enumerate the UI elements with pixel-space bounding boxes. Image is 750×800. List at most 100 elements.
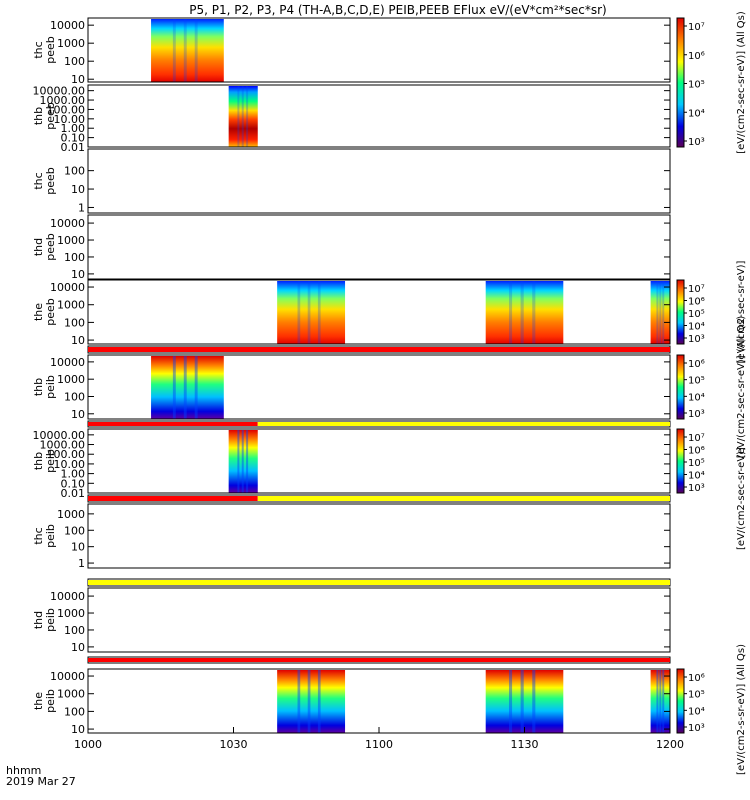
- colorbar-1: [676, 279, 685, 345]
- ytick-label-2-0: 100: [64, 165, 85, 178]
- panel-product-label-1: peeb: [44, 102, 57, 130]
- panel-product-label-8: peib: [44, 608, 57, 632]
- footer-hhmm: hhmm: [6, 764, 41, 777]
- colorbar-tick-label-4-2: 10⁴: [688, 706, 705, 717]
- ytick-label-1-5: 0.10: [61, 132, 86, 145]
- spectrogram-block-9-0: [277, 670, 346, 733]
- panel-frame-3: [87, 214, 671, 280]
- panel-frame-1: [87, 84, 671, 148]
- panel-probe-label-8: thd: [32, 611, 45, 629]
- ytick-label-3-0: 10000: [50, 217, 85, 230]
- panel-probe-label-5: thb: [32, 378, 45, 396]
- mode-bar-segment-1-1: [257, 422, 670, 426]
- panel-probe-label-7: thc: [32, 527, 45, 544]
- ytick-label-9-0: 10000: [50, 670, 85, 683]
- ytick-label-6-3: 10.00: [54, 458, 86, 471]
- mode-bars-group: [87, 345, 671, 664]
- ytick-label-4-1: 1000: [57, 299, 85, 312]
- ytick-label-0-3: 10: [71, 73, 85, 86]
- ytick-label-1-1: 1000.00: [40, 94, 86, 107]
- spectrogram-stripe-5-0-1: [183, 356, 187, 419]
- ytick-label-6-4: 1.00: [61, 468, 86, 481]
- ytick-label-7-0: 1000: [57, 508, 85, 521]
- ytick-label-3-2: 100: [64, 251, 85, 264]
- ytick-label-5-1: 1000: [57, 373, 85, 386]
- spectrogram-block-9-2: [650, 670, 670, 733]
- panel-probe-label-2: thc: [32, 172, 45, 189]
- ytick-label-3-3: 10: [71, 268, 85, 281]
- xtick-label-2: 1100: [365, 738, 393, 751]
- colorbar-label-3: [eV/(cm2-sec-sr-eV)]: [736, 447, 747, 550]
- panel-probe-label-1: thb: [32, 107, 45, 125]
- mode-bar-segment-1-0: [88, 422, 258, 426]
- ytick-label-6-6: 0.01: [61, 487, 86, 500]
- colorbar-tick-label-1-4: 10³: [688, 334, 705, 345]
- colorbar-tick-label-2-3: 10³: [688, 409, 705, 420]
- colorbar-label-4: [eV/(cm2-s-sr-eV)] (All Qs): [736, 644, 747, 775]
- ytick-label-8-0: 10000: [50, 590, 85, 603]
- ytick-label-0-1: 1000: [57, 37, 85, 50]
- spectrogram-block-4-1: [485, 281, 564, 344]
- ytick-label-0-2: 100: [64, 55, 85, 68]
- ytick-label-1-0: 10000.00: [33, 85, 86, 98]
- mode-bar-segment-4-0: [88, 658, 670, 662]
- ytick-label-5-3: 10: [71, 408, 85, 421]
- spectrogram-stripe-9-1-1: [520, 670, 524, 733]
- panel-frame-0: [87, 17, 671, 83]
- colorbar-label-1: [eV/(cm2-sec-sr-eV)]: [736, 260, 747, 363]
- ytick-label-8-3: 10: [71, 641, 85, 654]
- spectrogram-stripe-4-0-2: [317, 281, 321, 344]
- colorbar-tick-label-0-0: 10⁷: [688, 22, 705, 33]
- panel-product-label-5: peib: [44, 375, 57, 399]
- spectrogram-stripe-4-2-1: [659, 281, 662, 344]
- colorbar-tick-label-3-4: 10³: [688, 483, 705, 494]
- panel-product-label-6: peib: [44, 449, 57, 473]
- ytick-label-7-2: 10: [71, 541, 85, 554]
- ytick-label-4-2: 100: [64, 316, 85, 329]
- colorbar-tick-label-4-3: 10³: [688, 723, 705, 734]
- panel-probe-label-0: thc: [32, 41, 45, 58]
- spectrogram-stripe-6-0-2: [246, 430, 249, 493]
- spectrogram-block-0-0: [151, 19, 224, 82]
- colorbar-tick-label-1-3: 10⁴: [688, 322, 705, 333]
- ytick-label-9-3: 10: [71, 723, 85, 736]
- ytick-label-1-4: 1.00: [61, 122, 86, 135]
- xtick-label-1: 1030: [220, 738, 248, 751]
- spectrogram-stripe-4-1-2: [532, 281, 536, 344]
- ytick-label-6-5: 0.10: [61, 477, 86, 490]
- colorbars-group: 10⁷10⁶10⁵10⁴10³10⁷10⁶10⁵10⁴10³10⁶10⁵10⁴1…: [676, 11, 747, 775]
- spectrogram-block-6-0: [228, 430, 258, 493]
- spectrogram-block-5-0: [151, 356, 224, 419]
- colorbar-tick-label-2-1: 10⁵: [688, 376, 705, 387]
- colorbar-tick-label-3-2: 10⁵: [688, 458, 705, 469]
- ytick-label-7-3: 1: [78, 557, 85, 570]
- ytick-label-9-1: 1000: [57, 688, 85, 701]
- spectrogram-stripe-4-1-0: [508, 281, 513, 344]
- spectrogram-block-9-1: [485, 670, 564, 733]
- spectrogram-stripe-1-0-0: [237, 86, 240, 147]
- panel-product-label-9: peib: [44, 689, 57, 713]
- ytick-label-4-0: 10000: [50, 281, 85, 294]
- panel-frame-4: [87, 279, 671, 345]
- spectrogram-stripe-9-0-1: [307, 670, 311, 733]
- panel-probe-label-3: thd: [32, 238, 45, 256]
- ytick-label-8-2: 100: [64, 624, 85, 637]
- colorbar-tick-label-0-1: 10⁶: [688, 51, 705, 62]
- figure-title: P5, P1, P2, P3, P4 (TH-A,B,C,D,E) PEIB,P…: [189, 3, 606, 17]
- colorbar-tick-label-0-2: 10⁵: [688, 80, 705, 91]
- spectrogram-stripe-4-1-1: [520, 281, 524, 344]
- colorbar-3: [676, 428, 685, 494]
- colorbar-tick-label-2-0: 10⁶: [688, 359, 705, 370]
- panel-frame-5: [87, 354, 671, 420]
- ytick-label-0-0: 10000: [50, 19, 85, 32]
- spectrogram-stripe-9-0-2: [317, 670, 321, 733]
- mode-bar-segment-2-0: [88, 496, 258, 501]
- ytick-label-4-3: 10: [71, 334, 85, 347]
- colorbar-tick-label-4-0: 10⁶: [688, 673, 705, 684]
- colorbar-tick-label-2-2: 10⁴: [688, 392, 705, 403]
- spectrogram-stripe-9-0-0: [297, 670, 301, 733]
- colorbar-tick-label-0-4: 10³: [688, 137, 705, 148]
- spectrogram-stripe-4-2-2: [662, 281, 665, 344]
- ytick-label-9-2: 100: [64, 705, 85, 718]
